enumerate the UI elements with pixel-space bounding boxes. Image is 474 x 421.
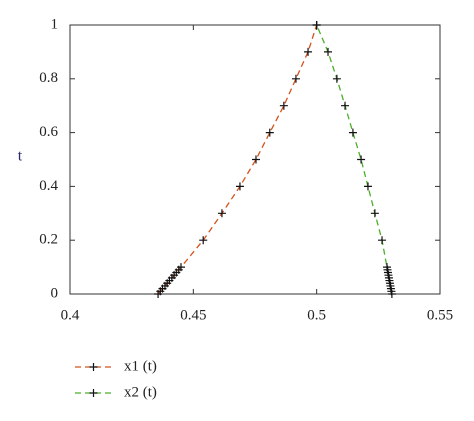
point-marker [341, 101, 350, 110]
point-marker [199, 236, 208, 245]
y-tick-label: 0.8 [39, 70, 58, 86]
series-line [157, 24, 318, 295]
x-tick-label: 0.4 [61, 307, 80, 323]
point-marker [332, 74, 341, 83]
point-marker [382, 263, 391, 272]
legend-marker [89, 389, 98, 397]
x-tick-label: 0.45 [180, 307, 206, 323]
point-marker [217, 209, 226, 218]
plot-frame [69, 24, 441, 295]
point-marker [357, 155, 366, 164]
y-tick-label: 0.4 [39, 178, 58, 194]
y-axis-label: t [18, 148, 23, 165]
y-tick-label: 0.2 [39, 232, 58, 248]
point-marker [312, 21, 321, 29]
point-marker [348, 128, 357, 137]
x-tick-label: 0.5 [307, 307, 326, 323]
point-marker [265, 128, 274, 137]
point-marker [378, 236, 387, 245]
series-line [316, 24, 393, 295]
point-marker [251, 155, 260, 164]
point-marker [291, 74, 300, 83]
point-marker [235, 182, 244, 191]
point-marker [304, 47, 313, 56]
legend-label: x2 (t) [124, 384, 157, 400]
point-marker [370, 209, 379, 218]
point-marker [279, 101, 288, 110]
point-marker [324, 47, 333, 56]
y-tick-label: 1 [51, 16, 59, 32]
point-marker [363, 182, 372, 191]
y-tick-label: 0 [51, 285, 59, 301]
x-tick-label: 0.55 [427, 307, 453, 323]
point-marker [177, 263, 185, 272]
legend-marker [89, 363, 98, 371]
legend-label: x1 (t) [124, 358, 157, 374]
y-tick-label: 0.6 [39, 124, 58, 140]
